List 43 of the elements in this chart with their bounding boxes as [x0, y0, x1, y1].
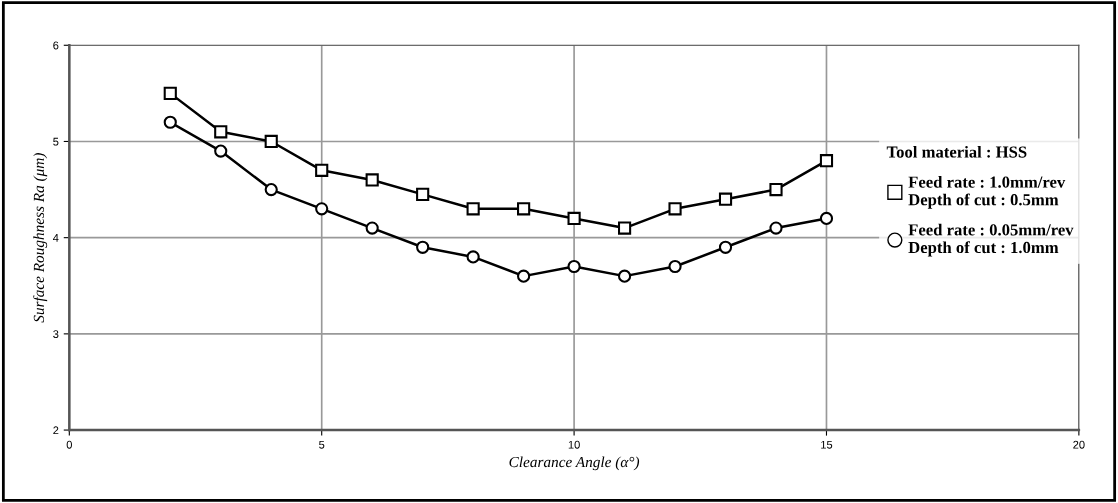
y-tick-label: 4: [52, 234, 59, 242]
point: [517, 202, 531, 216]
point: [214, 144, 228, 158]
y-axis-title: Surface Roughness Ra (μm): [33, 153, 48, 323]
point: [617, 269, 632, 283]
point: [416, 187, 430, 201]
x-axis-title: Clearance Angle (α°): [509, 456, 640, 471]
point: [668, 202, 682, 216]
point: [819, 211, 834, 226]
point: [517, 269, 531, 283]
point: [315, 163, 329, 177]
y-tick-label: 5: [53, 137, 59, 146]
point: [567, 259, 581, 274]
point: [264, 134, 278, 149]
point: [466, 202, 480, 216]
point: [617, 221, 632, 235]
point: [718, 192, 733, 206]
point: [567, 211, 581, 226]
x-tick-label: 5: [319, 440, 325, 449]
point: [769, 221, 783, 235]
point: [365, 173, 379, 187]
y-tick-label: 3: [53, 330, 59, 338]
point: [819, 154, 834, 168]
point: [163, 115, 177, 129]
x-tick-label: 0: [66, 440, 72, 449]
point: [416, 240, 430, 254]
point: [718, 240, 733, 254]
y-tick-label: 6: [53, 41, 59, 50]
point: [365, 221, 379, 235]
point: [264, 182, 278, 197]
point: [668, 259, 682, 274]
x-tick-label: 20: [1073, 440, 1085, 449]
point: [466, 250, 480, 264]
x-tick-label: 15: [821, 440, 833, 449]
point: [214, 125, 228, 139]
y-tick-label: 2: [53, 426, 59, 435]
point: [315, 202, 329, 216]
x-tick-label: 10: [568, 440, 580, 449]
point: [769, 182, 783, 197]
legend-label: Feed rate : 1.0mm/rev Depth of cut : 0.5mm: [908, 176, 1066, 209]
point: [163, 86, 177, 100]
legend-label: Feed rate : 0.05mm/rev Depth of cut : 1.0mm: [908, 223, 1074, 257]
legend-title: Tool material : HSS: [886, 145, 1027, 158]
